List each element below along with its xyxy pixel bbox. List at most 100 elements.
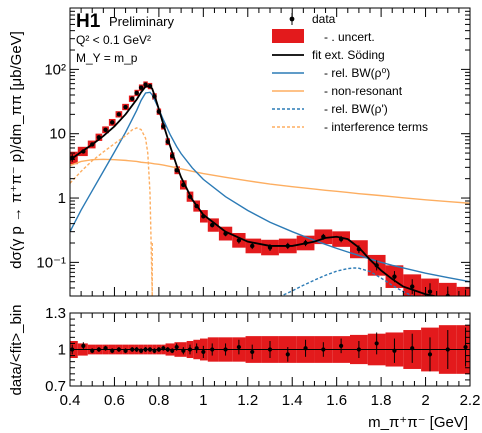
ratio-point — [463, 344, 468, 350]
ratio-point — [170, 348, 175, 353]
x-tick-label: 0.6 — [104, 392, 125, 409]
ratio-point — [285, 352, 290, 357]
bw-rho-prime-curve — [279, 267, 415, 296]
legend-label: fit ext. Söding — [312, 48, 385, 62]
ratio-y-tick-label: 0.7 — [45, 378, 66, 395]
legend-label: - rel. BW(ρ⁰) — [324, 66, 390, 80]
y-tick-label: 10⁻¹ — [36, 254, 66, 271]
data-point — [285, 243, 290, 249]
data-point — [90, 142, 95, 147]
x-tick-label: 1.8 — [371, 392, 392, 409]
data-point — [187, 194, 193, 199]
legend-label: - non-resonant — [324, 84, 403, 98]
data-point — [194, 203, 199, 209]
data-point — [96, 135, 102, 140]
ratio-point — [174, 344, 179, 350]
data-point — [210, 222, 215, 228]
data-point — [143, 82, 148, 87]
ratio-point — [110, 348, 115, 353]
ratio-points — [70, 327, 468, 372]
legend-box — [272, 29, 304, 43]
ratio-point — [223, 347, 228, 352]
legend-label: data — [312, 12, 336, 26]
x-tick-label: 0.4 — [60, 392, 81, 409]
data-point — [236, 238, 242, 243]
y-tick-label: 10² — [44, 61, 66, 78]
data-point — [201, 214, 206, 219]
x-tick-label: 0.8 — [148, 392, 169, 409]
legend-marker — [289, 16, 295, 22]
ratio-point — [139, 348, 144, 353]
x-tick-label: 2.2 — [460, 392, 481, 409]
data-point — [410, 284, 415, 289]
data-point — [123, 104, 128, 110]
ratio-point — [130, 347, 135, 352]
ratio-x-ticks: 0.4 0.6 0.8 1 1.2 1.4 1.6 1.8 2 2.2 — [60, 313, 481, 409]
ratio-point — [236, 344, 241, 350]
y-tick-label: 1 — [58, 190, 66, 207]
x-tick-label: 1.4 — [282, 392, 303, 409]
legend-label: - rel. BW(ρ') — [324, 102, 388, 116]
data-point — [152, 94, 157, 99]
data-point — [181, 182, 186, 188]
ratio-point — [152, 348, 157, 353]
uncertainty-box — [456, 286, 470, 296]
main-x-ticks — [69, 8, 471, 296]
x-axis-label: m_π⁺π⁻ [GeV] — [368, 414, 468, 431]
main-y-axis-label: dσ(γ p → π⁺π⁻ p)/dm_ππ [μb/GeV] — [8, 31, 25, 269]
ratio-point — [143, 347, 148, 352]
ratio-point — [210, 347, 215, 352]
ratio-point — [103, 346, 108, 351]
fit-curve — [70, 85, 439, 296]
ratio-point — [134, 347, 139, 352]
data-point — [303, 240, 308, 246]
data-point — [103, 127, 108, 133]
data-point — [130, 96, 135, 101]
legend-label: - interference terms — [324, 120, 428, 134]
data-point — [392, 274, 397, 279]
experiment-label: H1 — [76, 11, 101, 32]
data-point — [356, 247, 362, 252]
data-point — [147, 83, 153, 89]
ratio-y-tick-label: 1.3 — [45, 305, 66, 322]
legend: data - . uncert. fit ext. Söding - rel. BW(… — [272, 12, 428, 134]
ratio-point — [339, 343, 344, 348]
data-point — [267, 245, 273, 250]
ratio-y-tick-label: 1 — [58, 342, 66, 359]
ratio-point — [96, 347, 101, 352]
data-point — [223, 231, 228, 236]
ratio-point — [445, 347, 450, 352]
x-tick-label: 1.6 — [326, 392, 347, 409]
data-point — [134, 90, 139, 96]
data-point — [250, 243, 255, 249]
ratio-point — [123, 348, 128, 353]
ratio-point — [392, 348, 397, 353]
ratio-point — [250, 349, 255, 355]
data-point — [321, 234, 326, 239]
ratio-point — [161, 346, 166, 351]
non-resonant-curve — [70, 158, 470, 204]
data-points — [70, 82, 467, 302]
ratio-point — [156, 347, 161, 352]
data-point — [138, 85, 144, 90]
ratio-point — [427, 352, 433, 357]
ratio-point — [374, 341, 379, 346]
data-point — [374, 263, 379, 268]
ratio-point — [81, 343, 86, 348]
data-point — [463, 298, 467, 302]
data-point — [427, 289, 433, 294]
uncertainty-bands — [70, 81, 470, 296]
condition-q2: Q² < 0.1 GeV² — [76, 33, 151, 47]
ratio-y-axis-label: data/<fit>_bin — [8, 305, 25, 396]
data-point — [156, 109, 162, 114]
legend-label: - . uncert. — [324, 30, 375, 44]
status-label: Preliminary — [109, 14, 175, 29]
y-tick-label: 10 — [49, 126, 66, 143]
data-point — [161, 124, 166, 129]
model-curves — [70, 85, 470, 296]
data-point — [338, 236, 344, 242]
data-point — [116, 112, 122, 117]
ratio-point — [356, 347, 361, 352]
ratio-point — [181, 348, 186, 353]
